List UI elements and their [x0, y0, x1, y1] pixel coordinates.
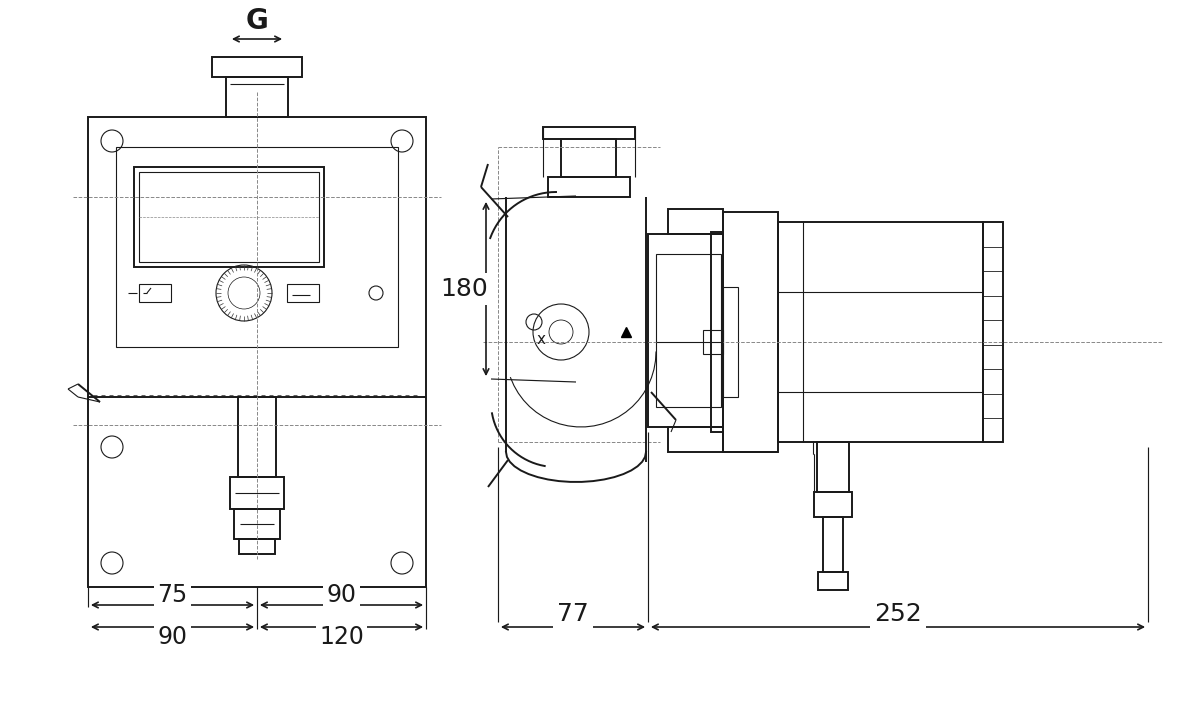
Bar — [703, 330, 722, 354]
Bar — [648, 234, 722, 427]
Bar — [287, 284, 319, 302]
Text: 180: 180 — [440, 277, 488, 301]
Bar — [722, 287, 738, 397]
Text: 90: 90 — [326, 583, 356, 607]
Bar — [226, 77, 288, 117]
Bar — [234, 509, 280, 539]
Bar — [134, 167, 324, 267]
Bar — [814, 492, 852, 517]
Bar — [668, 209, 722, 234]
Text: 120: 120 — [319, 625, 364, 649]
Bar — [139, 284, 172, 302]
Text: G: G — [246, 7, 269, 35]
Bar — [230, 477, 284, 509]
Text: x: x — [536, 332, 546, 348]
Bar — [823, 517, 842, 572]
Bar — [238, 397, 276, 477]
Bar — [817, 442, 850, 492]
Text: 90: 90 — [157, 625, 187, 649]
Bar — [239, 539, 275, 554]
Bar — [562, 139, 616, 177]
Bar — [139, 172, 319, 262]
Bar — [548, 177, 630, 197]
Bar — [818, 572, 848, 590]
Text: 252: 252 — [874, 602, 922, 626]
Bar — [710, 232, 722, 432]
Bar — [722, 212, 778, 452]
Bar — [542, 127, 635, 139]
Bar — [88, 117, 426, 587]
Bar — [212, 57, 302, 77]
Bar — [668, 427, 722, 452]
Bar — [983, 222, 1003, 442]
Bar — [778, 222, 983, 442]
Bar — [656, 254, 721, 407]
Text: 75: 75 — [157, 583, 187, 607]
Text: 77: 77 — [557, 602, 589, 626]
Bar — [116, 147, 398, 347]
